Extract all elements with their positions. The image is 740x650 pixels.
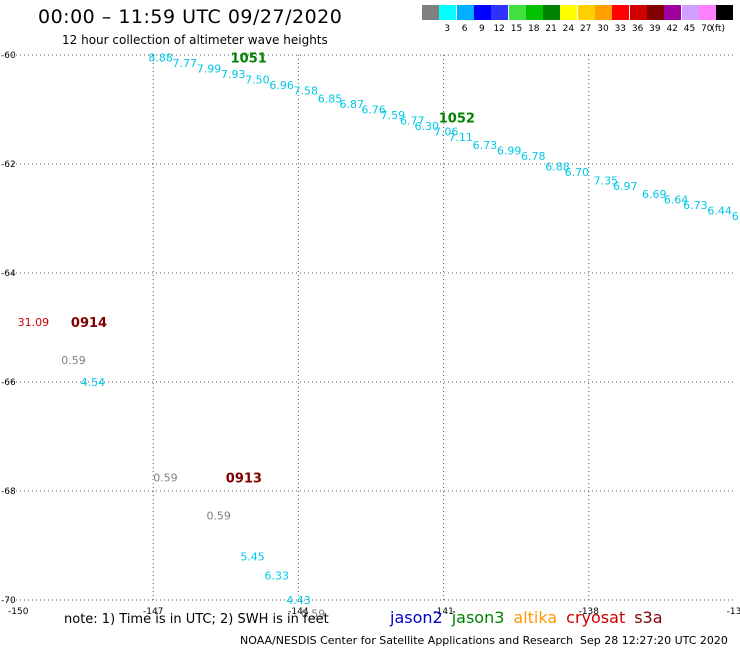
data-point-label: 6.87 xyxy=(340,98,365,111)
satellite-altika: altika xyxy=(513,608,558,627)
data-point-label: 6.73 xyxy=(683,199,708,212)
data-point-label: 6.07 xyxy=(732,210,740,223)
legend-swatch xyxy=(577,5,595,20)
data-point-label: 7.59 xyxy=(381,109,406,122)
legend-swatch xyxy=(508,5,526,20)
data-point-label: 4.54 xyxy=(81,376,106,389)
legend-swatch xyxy=(422,5,439,20)
footer-note: note: 1) Time is in UTC; 2) SWH is in fe… xyxy=(64,612,329,627)
legend-swatch xyxy=(681,5,699,20)
data-point-label: 6.85 xyxy=(318,93,343,106)
legend-label: 3 xyxy=(444,24,451,34)
data-point-label: 4.43 xyxy=(286,594,311,607)
legend-swatch xyxy=(698,5,716,20)
data-point-label: 7.11 xyxy=(448,131,473,144)
legend-swatch xyxy=(560,5,578,20)
data-point-label: 6.99 xyxy=(497,144,521,157)
legend-swatch xyxy=(629,5,647,20)
legend-label: 18 xyxy=(528,24,540,34)
data-point-label: 6.64 xyxy=(664,193,689,206)
legend-swatch xyxy=(664,5,682,20)
legend-label: 12 xyxy=(493,24,505,34)
chart-subtitle: 12 hour collection of altimeter wave hei… xyxy=(62,33,328,47)
legend-swatch xyxy=(491,5,509,20)
satellite-jason3: jason3 xyxy=(451,608,505,627)
legend-swatch xyxy=(439,5,457,20)
legend-swatch xyxy=(716,5,734,20)
data-point-label: 6.44 xyxy=(707,204,732,217)
data-point-label: 6.78 xyxy=(521,150,546,163)
data-point-label: 6.88 xyxy=(545,161,570,174)
data-point-label: 0.59 xyxy=(153,471,178,484)
y-tick-label: -66 xyxy=(1,378,16,388)
time-label: 0914 xyxy=(71,316,107,331)
data-point-label: 0.59 xyxy=(61,354,86,367)
legend-label: 42 xyxy=(666,24,678,34)
time-label: 1051 xyxy=(231,52,267,67)
x-tick-label: -144 xyxy=(288,607,309,617)
legend-swatch xyxy=(646,5,664,20)
satellite-legend: jason2 jason3 altika cryosat s3a xyxy=(390,608,672,627)
time-label: 0913 xyxy=(226,471,262,486)
data-point-label: 7.35 xyxy=(594,174,619,187)
data-point-label: 7.58 xyxy=(294,84,319,97)
y-tick-label: -60 xyxy=(1,51,16,61)
legend-label: 36 xyxy=(631,24,644,34)
x-tick-label: -13 xyxy=(727,607,740,617)
y-tick-label: -68 xyxy=(1,487,16,497)
legend-swatch xyxy=(595,5,612,20)
data-point-label: 31.09 xyxy=(18,316,50,329)
data-point-label: 6.33 xyxy=(265,569,290,582)
data-point-label: 7.06 xyxy=(434,125,459,138)
legend-label: 15 xyxy=(510,24,523,34)
data-point-label: 6.30 xyxy=(415,120,440,133)
data-point-label: 6.73 xyxy=(473,139,498,152)
x-tick-label: -147 xyxy=(143,607,163,617)
legend-label: 9 xyxy=(479,24,485,34)
y-tick-label: -62 xyxy=(1,160,16,170)
satellite-s3a: s3a xyxy=(634,608,663,627)
x-tick-label: -138 xyxy=(579,607,600,617)
data-point-label: 0.59 xyxy=(206,510,231,523)
legend-label: 24 xyxy=(562,24,575,34)
data-point-label: 6.96 xyxy=(269,79,294,92)
data-point-label: 8.88 xyxy=(148,52,173,65)
legend-label: 27 xyxy=(579,24,592,34)
legend-label: 30 xyxy=(597,24,609,34)
x-tick-label: -150 xyxy=(8,607,29,617)
legend-unit: (ft) xyxy=(711,24,725,34)
legend-label: 45 xyxy=(683,24,696,34)
x-tick-label: -141 xyxy=(433,607,453,617)
data-point-label: 7.50 xyxy=(245,74,270,87)
y-tick-label: -64 xyxy=(1,269,16,279)
data-point-label: 0.59 xyxy=(301,608,326,621)
data-point-label: 6.76 xyxy=(361,104,386,117)
legend-swatch xyxy=(456,5,474,20)
time-label: 1052 xyxy=(439,112,475,127)
satellite-jason2: jason2 xyxy=(390,608,443,627)
data-point-label: 6.69 xyxy=(642,188,667,201)
data-point-label: 5.45 xyxy=(240,550,265,563)
data-point-label: 7.99 xyxy=(197,63,222,76)
legend-label: 70 xyxy=(701,24,713,34)
data-point-label: 7.93 xyxy=(221,68,246,81)
satellite-cryosat: cryosat xyxy=(566,608,626,627)
legend-swatch xyxy=(525,5,543,20)
legend-label: 33 xyxy=(614,24,627,34)
legend-label: 39 xyxy=(649,24,661,34)
legend-swatch xyxy=(612,5,630,20)
chart-title: 00:00 – 11:59 UTC 09/27/2020 xyxy=(38,6,343,28)
data-point-label: 6.97 xyxy=(613,180,638,193)
footer-credit: NOAA/NESDIS Center for Satellite Applica… xyxy=(240,634,574,647)
legend-swatch xyxy=(473,5,491,20)
y-tick-label: -70 xyxy=(1,596,16,606)
data-point-label: 7.77 xyxy=(173,57,198,70)
data-point-label: 6.77 xyxy=(400,114,425,127)
legend-swatch xyxy=(543,5,561,20)
legend-label: 6 xyxy=(461,24,468,34)
legend-label: 21 xyxy=(545,24,557,34)
footer-timestamp: Sep 28 12:27:20 UTC 2020 xyxy=(580,634,728,647)
data-point-label: 6.70 xyxy=(565,166,590,179)
